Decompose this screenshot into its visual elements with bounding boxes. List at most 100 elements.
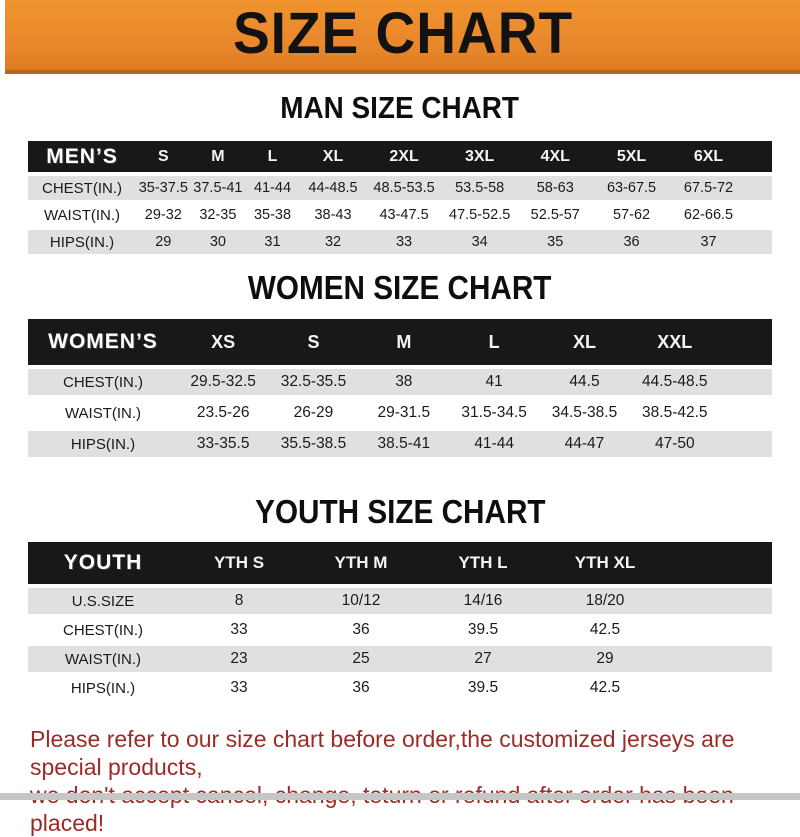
column-header-cell: S [307, 331, 320, 352]
data-cell: 67.5-72 [683, 180, 734, 196]
table-row: HIPS(IN.) 33-35.5 35.5-38.5 38.5-41 41-44 44-… [28, 431, 772, 457]
data-cell: 8 [234, 592, 244, 609]
table-row: CHEST(IN.) 35-37.5 37.5-41 41-44 44-48.5 48.5… [28, 176, 772, 200]
column-header-cell: 6XL [693, 147, 724, 165]
data-cell: 35-38 [253, 207, 292, 223]
data-cell: 44.5 [569, 373, 600, 390]
table-row: HIPS(IN.) 33 36 39.5 42.5 [28, 675, 772, 701]
data-cell: 34 [471, 234, 488, 250]
table-header-row: YOUTH YTH S YTH M YTH L YTH XL [28, 542, 772, 584]
women-size-table: WOMEN’S XS S M L XL XXL CHEST(IN.) 29.5-32.5 32.5… [28, 319, 772, 457]
table-header-row: MEN’S S M L XL 2XL 3XL 4XL 5XL 6XL [28, 141, 772, 172]
data-cell: 41-44 [253, 180, 292, 196]
data-cell: 32 [324, 234, 342, 250]
data-cell: 33 [230, 621, 248, 638]
data-cell: 39.5 [467, 679, 499, 696]
data-cell: 33 [395, 234, 413, 250]
data-cell: 52.5-57 [530, 207, 580, 223]
men-size-table: MEN’S S M L XL 2XL 3XL 4XL 5XL 6XL CHEST(IN.) 35-37… [28, 141, 772, 254]
data-cell: 37 [700, 234, 717, 250]
data-cell: 26-29 [293, 404, 334, 421]
column-header-cell: XL [572, 331, 596, 352]
data-cell: 23.5-26 [196, 404, 250, 421]
column-header-cell: L [267, 147, 278, 165]
data-cell: 42.5 [589, 621, 621, 638]
data-cell: 36 [352, 621, 370, 638]
column-header-cell: XXL [657, 331, 693, 352]
column-header-cell: 2XL [389, 147, 419, 165]
data-cell: 29-31.5 [377, 404, 431, 421]
data-cell: 37.5-41 [193, 180, 243, 196]
man-size-chart-heading-text: MAN SIZE CHART [280, 90, 520, 125]
row-label-cell: CHEST(IN.) [63, 621, 143, 639]
data-cell: 36 [352, 679, 370, 696]
women-size-chart-heading-text: WOMEN SIZE CHART [248, 269, 552, 306]
data-cell: 23 [230, 650, 248, 667]
table-row: CHEST(IN.) 33 36 39.5 42.5 [28, 617, 772, 643]
data-cell: 29 [596, 650, 614, 667]
man-size-chart-heading: MAN SIZE CHART [0, 92, 800, 123]
table-row: CHEST(IN.) 29.5-32.5 32.5-35.5 38 41 44.5 44.5… [28, 369, 772, 395]
data-cell: 62-66.5 [683, 207, 734, 223]
data-cell: 38 [395, 373, 413, 390]
column-header-cell: YTH M [334, 553, 388, 572]
data-cell: 41-44 [474, 435, 514, 452]
data-cell: 30 [209, 234, 226, 250]
data-cell: 18/20 [585, 592, 625, 609]
row-label-cell: U.S.SIZE [71, 592, 135, 610]
bottom-gray-strip [0, 793, 800, 800]
data-cell: 38.5-42.5 [642, 404, 708, 421]
column-header-cell: L [488, 331, 500, 352]
size-chart-banner: SIZE CHART [5, 0, 800, 74]
row-label-cell: WAIST(IN.) [64, 650, 142, 668]
data-cell: 25 [352, 650, 370, 667]
row-label-cell: HIPS(IN.) [70, 679, 136, 697]
data-cell: 48.5-53.5 [373, 180, 435, 196]
table-header-row: WOMEN’S XS S M L XL XXL [28, 319, 772, 365]
column-header-cell: YTH XL [574, 553, 636, 572]
women-size-chart-heading: WOMEN SIZE CHART [0, 271, 800, 304]
data-cell: 34.5-38.5 [551, 404, 618, 421]
data-cell: 41 [485, 373, 503, 390]
data-cell: 47.5-52.5 [449, 207, 511, 223]
table-corner-label: MEN’S [46, 144, 118, 168]
column-header-cell: M [396, 331, 412, 352]
youth-size-table: YOUTH YTH S YTH M YTH L YTH XL U.S.SIZE 8 10/12… [28, 542, 772, 701]
column-header-cell: XL [322, 147, 344, 165]
table-corner-label: YOUTH [63, 551, 143, 574]
data-cell: 43-47.5 [379, 207, 429, 223]
note-line-2: we don't accept cancel, change, teturn o… [30, 782, 734, 836]
data-cell: 35 [547, 234, 564, 250]
data-cell: 14/16 [463, 592, 503, 609]
table-row: WAIST(IN.) 23.5-26 26-29 29-31.5 31.5-34.5 34… [28, 400, 772, 426]
column-header-cell: M [211, 147, 225, 165]
row-label-cell: HIPS(IN.) [49, 233, 115, 251]
table-row: U.S.SIZE 8 10/12 14/16 18/20 [28, 588, 772, 614]
data-cell: 47-50 [654, 435, 695, 452]
row-label-cell: CHEST(IN.) [63, 373, 143, 391]
data-cell: 36 [623, 234, 640, 250]
data-cell: 39.5 [467, 621, 499, 638]
table-row: WAIST(IN.) 29-32 32-35 35-38 38-43 43-47.5 47.… [28, 203, 772, 227]
data-cell: 32-35 [199, 207, 237, 223]
table-row: WAIST(IN.) 23 25 27 29 [28, 646, 772, 672]
column-header-cell: 4XL [540, 147, 570, 165]
data-cell: 63-67.5 [606, 180, 657, 196]
column-header-cell: XS [211, 331, 236, 352]
data-cell: 10/12 [341, 592, 381, 609]
data-cell: 29-32 [144, 207, 182, 223]
data-cell: 33-35.5 [196, 435, 250, 452]
data-cell: 31 [264, 234, 281, 250]
column-header-cell: 3XL [464, 147, 495, 165]
data-cell: 33 [230, 679, 248, 696]
row-label-cell: WAIST(IN.) [64, 404, 142, 422]
data-cell: 27 [474, 650, 492, 667]
order-disclaimer-note: Please refer to our size chart before or… [30, 725, 800, 837]
data-cell: 53.5-58 [455, 180, 505, 196]
data-cell: 35-37.5 [138, 180, 188, 196]
row-label-cell: HIPS(IN.) [70, 435, 136, 453]
data-cell: 35.5-38.5 [280, 435, 347, 452]
note-line-1: Please refer to our size chart before or… [30, 726, 735, 780]
data-cell: 44.5-48.5 [642, 373, 708, 390]
banner-title: SIZE CHART [232, 1, 573, 66]
